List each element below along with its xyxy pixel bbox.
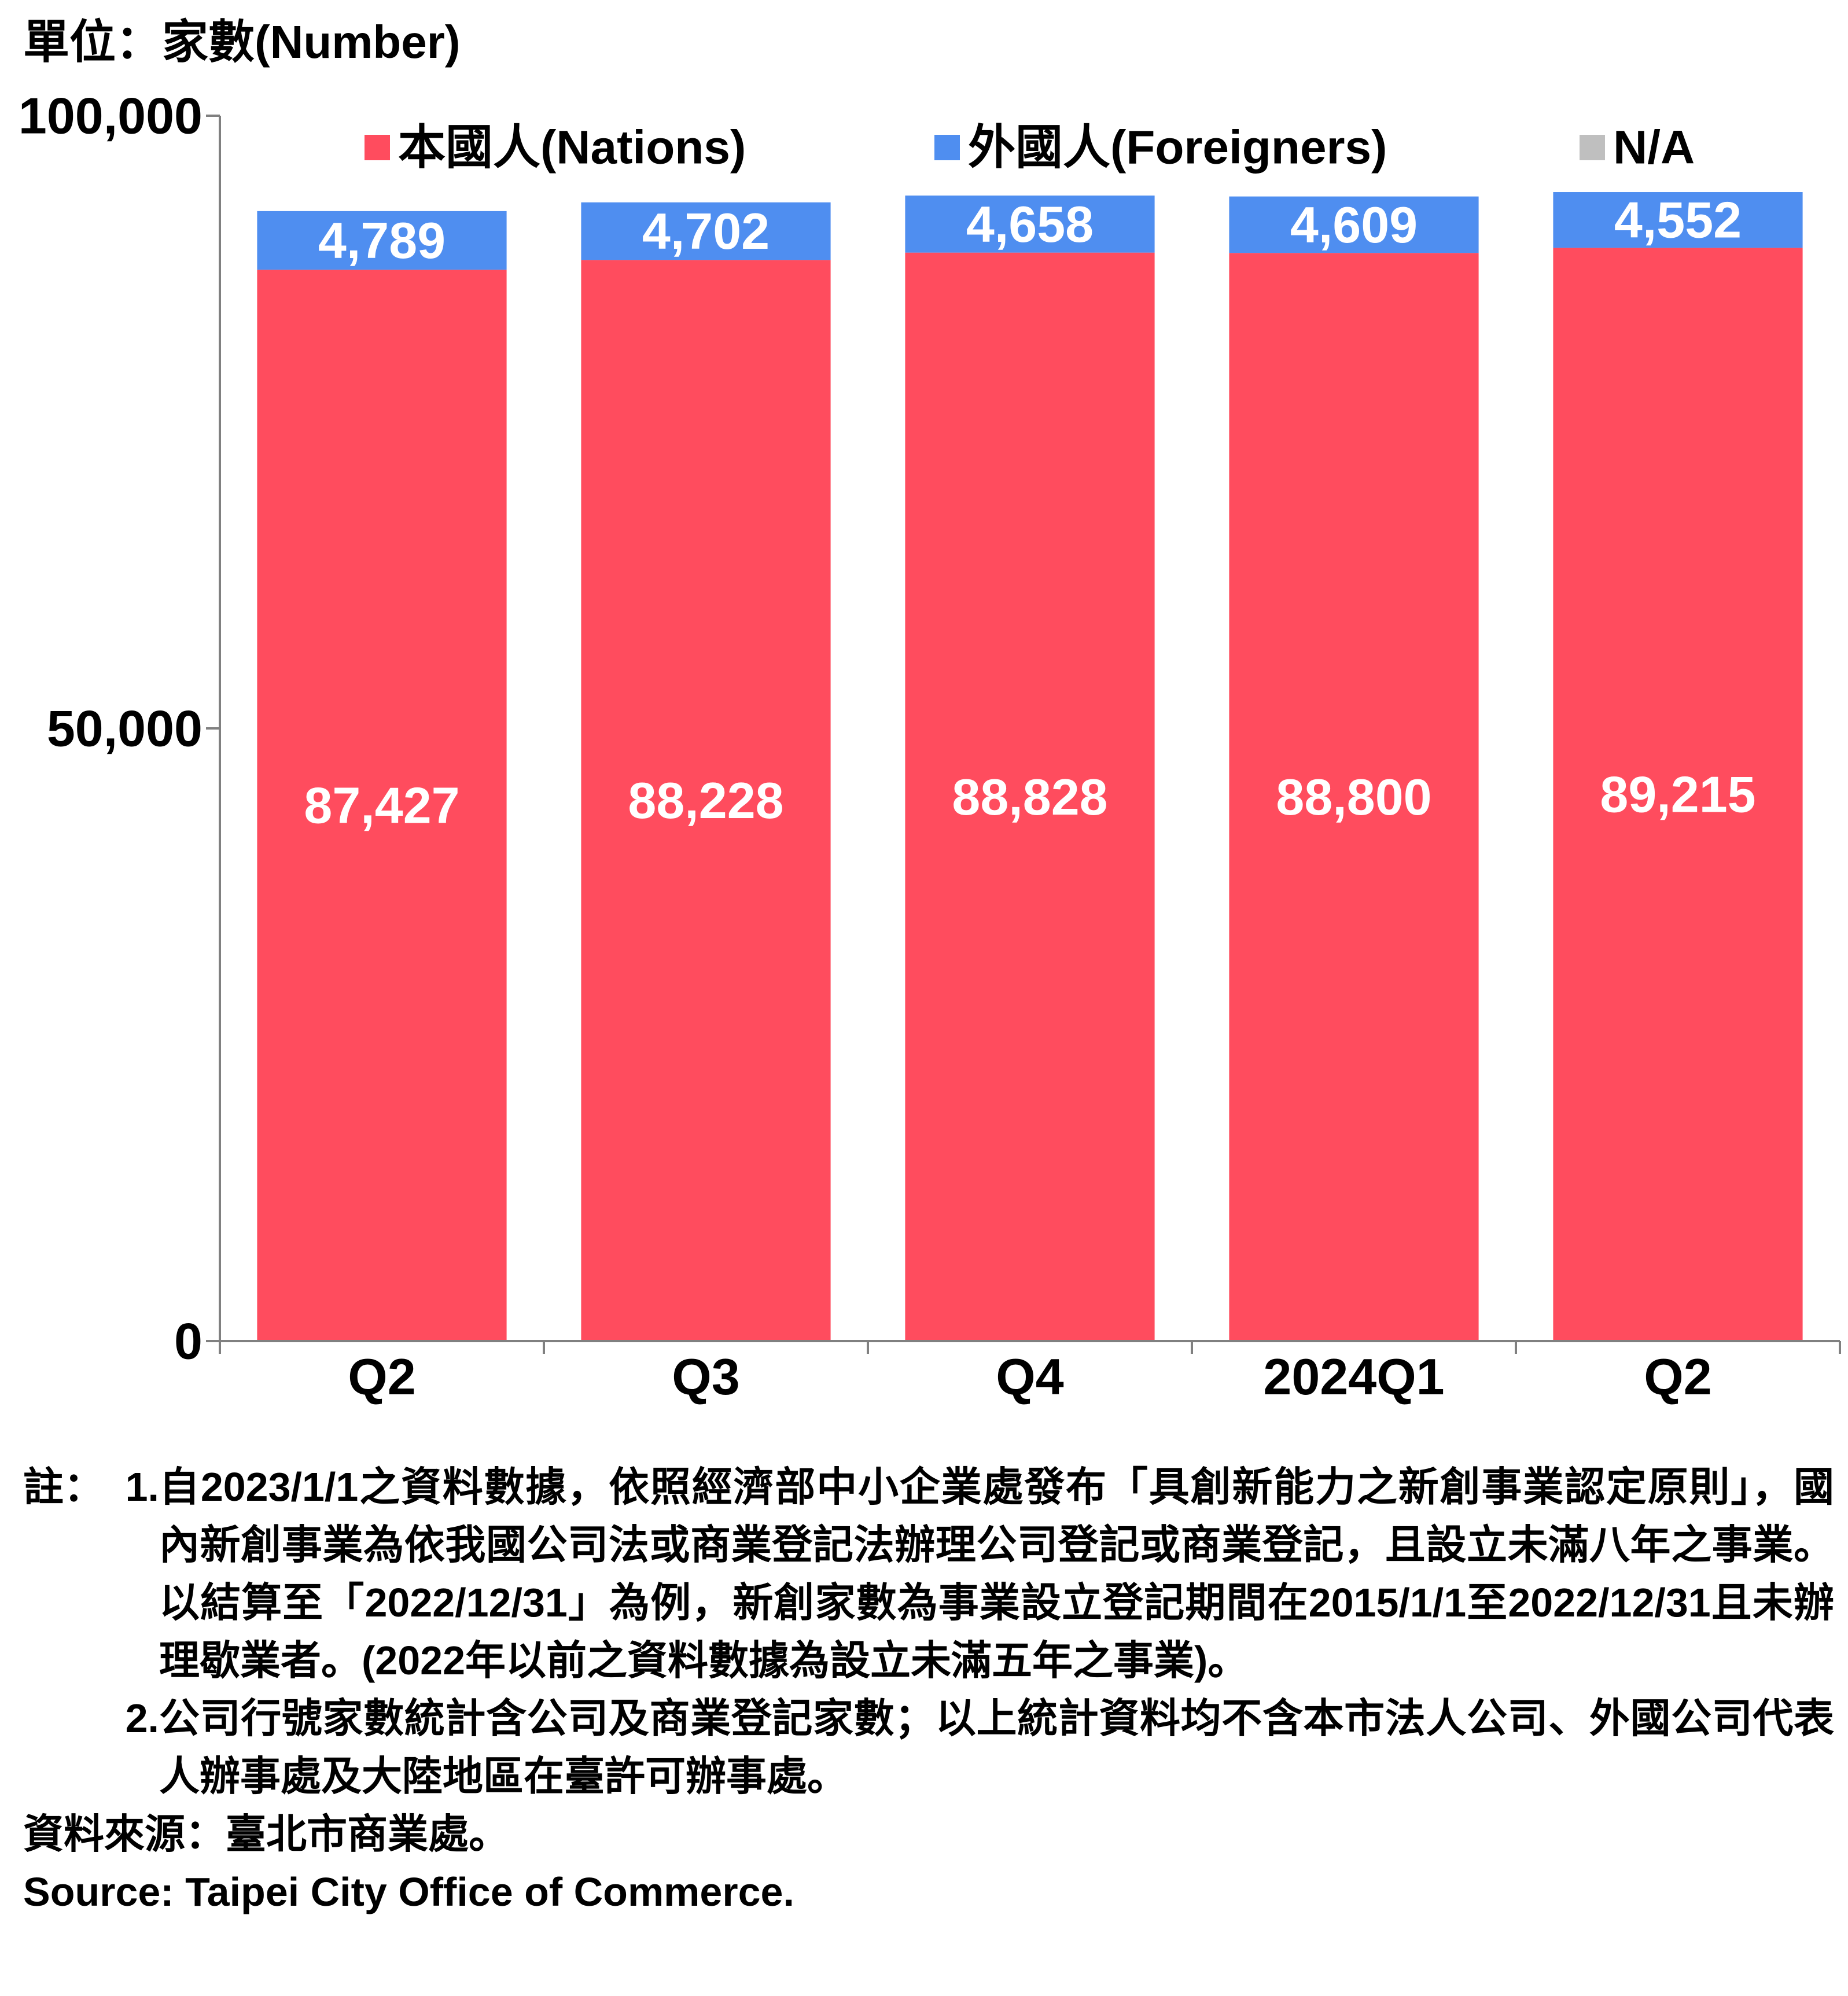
x-tick-label: Q2 [348, 1348, 415, 1405]
note-number: 2. [125, 1696, 159, 1741]
bar-foreigners-2 [581, 202, 831, 260]
data-label: 4,702 [642, 202, 770, 260]
legend-label: 外國人(Foreigners) [968, 121, 1387, 174]
bar-nations-4 [1229, 253, 1479, 1341]
x-tick-label: Q2 [1644, 1348, 1711, 1405]
x-tick-label: Q3 [672, 1348, 739, 1405]
bar-foreigners-1 [257, 211, 507, 270]
data-label: 4,609 [1290, 196, 1418, 253]
data-label: 4,658 [966, 196, 1094, 253]
legend-swatch [934, 135, 960, 160]
legend-swatch [365, 135, 390, 160]
legend-swatch [1580, 135, 1605, 160]
data-label: 88,800 [1276, 768, 1431, 826]
note-item-1: 註： 1. 自2023/1/1之資料數據，依照經濟部中小企業處發布「具創新能力之… [23, 1458, 1834, 1689]
x-tick-label: 2024Q1 [1263, 1348, 1444, 1405]
bar-nations-1 [257, 270, 507, 1341]
legend: 本國人(Nations) 外國人(Foreigners) N/A [365, 121, 1695, 174]
notes-section: 註： 1. 自2023/1/1之資料數據，依照經濟部中小企業處發布「具創新能力之… [23, 1458, 1834, 1921]
legend-label: 本國人(Nations) [398, 121, 746, 174]
data-label: 88,228 [628, 772, 783, 829]
legend-label: N/A [1613, 121, 1695, 174]
stacked-bar-chart: Q2 Q3 Q4 2024Q1 Q2 0 50,000 100,000 87,427 4,789… [19, 87, 1841, 1405]
bar-foreigners-4 [1229, 196, 1479, 253]
data-label: 89,215 [1600, 766, 1755, 823]
bar-foreigners-5 [1553, 192, 1803, 248]
bar-nations-2 [581, 260, 831, 1342]
source-en: Source: Taipei City Office of Commerce. [23, 1869, 794, 1914]
note-prefix: 註： [23, 1464, 104, 1509]
axes-layer: Q2 Q3 Q4 2024Q1 Q2 0 50,000 100,000 [19, 87, 1841, 1405]
note-number: 1. [125, 1464, 159, 1509]
y-tick-label: 100,000 [19, 87, 203, 145]
note-text: 自2023/1/1之資料數據，依照經濟部中小企業處發布「具創新能力之新創事業認定… [159, 1464, 1834, 1683]
bar-nations-3 [905, 252, 1155, 1342]
y-tick-label: 0 [174, 1313, 203, 1370]
labels-layer: 87,427 4,789 88,228 4,702 88,828 4,658 88,800 4… [304, 192, 1755, 834]
data-label: 4,789 [318, 212, 446, 269]
unit-label: 單位：家數(Number) [23, 16, 461, 68]
note-item-2: 2. 公司行號家數統計含公司及商業登記家數；以上統計資料均不含本市法人公司、外國… [23, 1689, 1834, 1805]
source-zh: 資料來源：臺北市商業處。 [23, 1811, 509, 1857]
bar-nations-5 [1553, 248, 1803, 1342]
data-label: 87,427 [304, 777, 459, 834]
y-tick-label: 50,000 [47, 700, 203, 757]
x-tick-label: Q4 [996, 1348, 1063, 1405]
data-label: 4,552 [1614, 192, 1742, 249]
data-label: 88,828 [952, 768, 1107, 826]
note-text: 公司行號家數統計含公司及商業登記家數；以上統計資料均不含本市法人公司、外國公司代… [159, 1696, 1834, 1799]
bars-layer [257, 192, 1803, 1342]
bar-foreigners-3 [905, 195, 1155, 253]
